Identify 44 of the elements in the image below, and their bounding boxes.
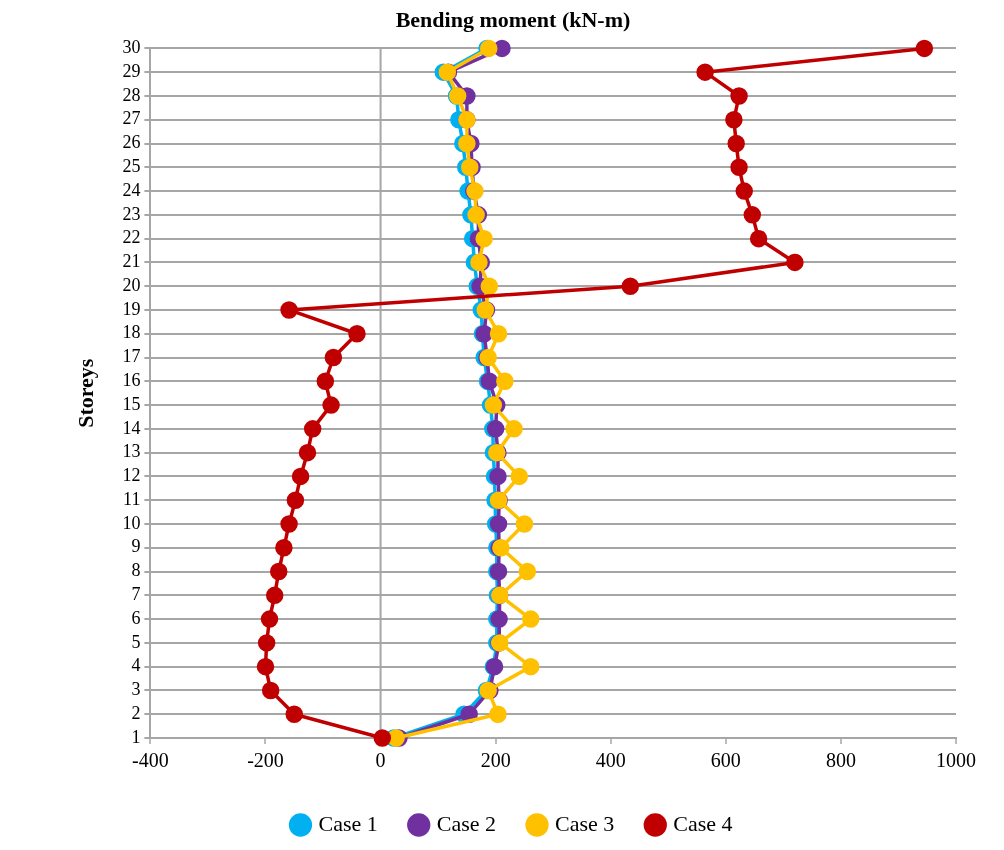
y-tick-label: 15 xyxy=(122,393,141,414)
legend-label: Case 3 xyxy=(555,810,615,836)
y-tick-label: 22 xyxy=(122,227,141,248)
y-tick-label: 27 xyxy=(122,108,141,129)
y-tick-label: 6 xyxy=(131,607,141,628)
y-tick-label: 12 xyxy=(122,465,141,486)
y-tick-label: 21 xyxy=(122,251,141,272)
y-tick-label: 23 xyxy=(122,203,141,224)
y-tick-label: 17 xyxy=(122,346,141,367)
x-tick-label: 0 xyxy=(375,749,386,772)
x-tick-label: 200 xyxy=(480,749,511,772)
y-tick-label: 14 xyxy=(122,417,141,438)
y-axis-title: Storeys xyxy=(72,358,98,428)
x-tick-label: -400 xyxy=(132,749,169,772)
y-tick-label: 3 xyxy=(131,679,141,700)
y-tick-label: 13 xyxy=(122,441,141,462)
chart-title: Bending moment (kN-m) xyxy=(395,6,631,32)
y-tick-label: 9 xyxy=(131,536,141,557)
y-tick-label: 24 xyxy=(122,179,141,200)
y-tick-label: 5 xyxy=(131,631,141,652)
legend-label: Case 2 xyxy=(436,810,496,836)
y-tick-label: 4 xyxy=(131,655,141,676)
y-tick-label: 8 xyxy=(131,560,141,581)
x-tick-label: 600 xyxy=(710,749,741,772)
y-tick-label: 1 xyxy=(131,726,141,747)
y-tick-label: 19 xyxy=(122,298,141,319)
y-tick-label: 30 xyxy=(122,37,141,58)
y-tick-label: 2 xyxy=(131,702,141,723)
y-tick-label: 25 xyxy=(122,156,141,177)
legend-label: Case 1 xyxy=(318,810,378,836)
y-tick-label: 7 xyxy=(131,584,141,605)
y-tick-label: 26 xyxy=(122,132,141,153)
x-tick-label: 400 xyxy=(595,749,626,772)
y-tick-label: 16 xyxy=(122,370,141,391)
y-tick-label: 18 xyxy=(122,322,141,343)
y-tick-label: 28 xyxy=(122,84,141,105)
y-tick-label: 20 xyxy=(122,274,141,295)
x-tick-label: -200 xyxy=(247,749,284,772)
x-tick-label: 1000 xyxy=(936,749,976,772)
y-tick-label: 10 xyxy=(122,512,141,533)
legend-label: Case 4 xyxy=(673,810,733,836)
y-tick-label: 29 xyxy=(122,60,141,81)
x-tick-label: 800 xyxy=(825,749,856,772)
y-tick-label: 11 xyxy=(123,488,141,509)
